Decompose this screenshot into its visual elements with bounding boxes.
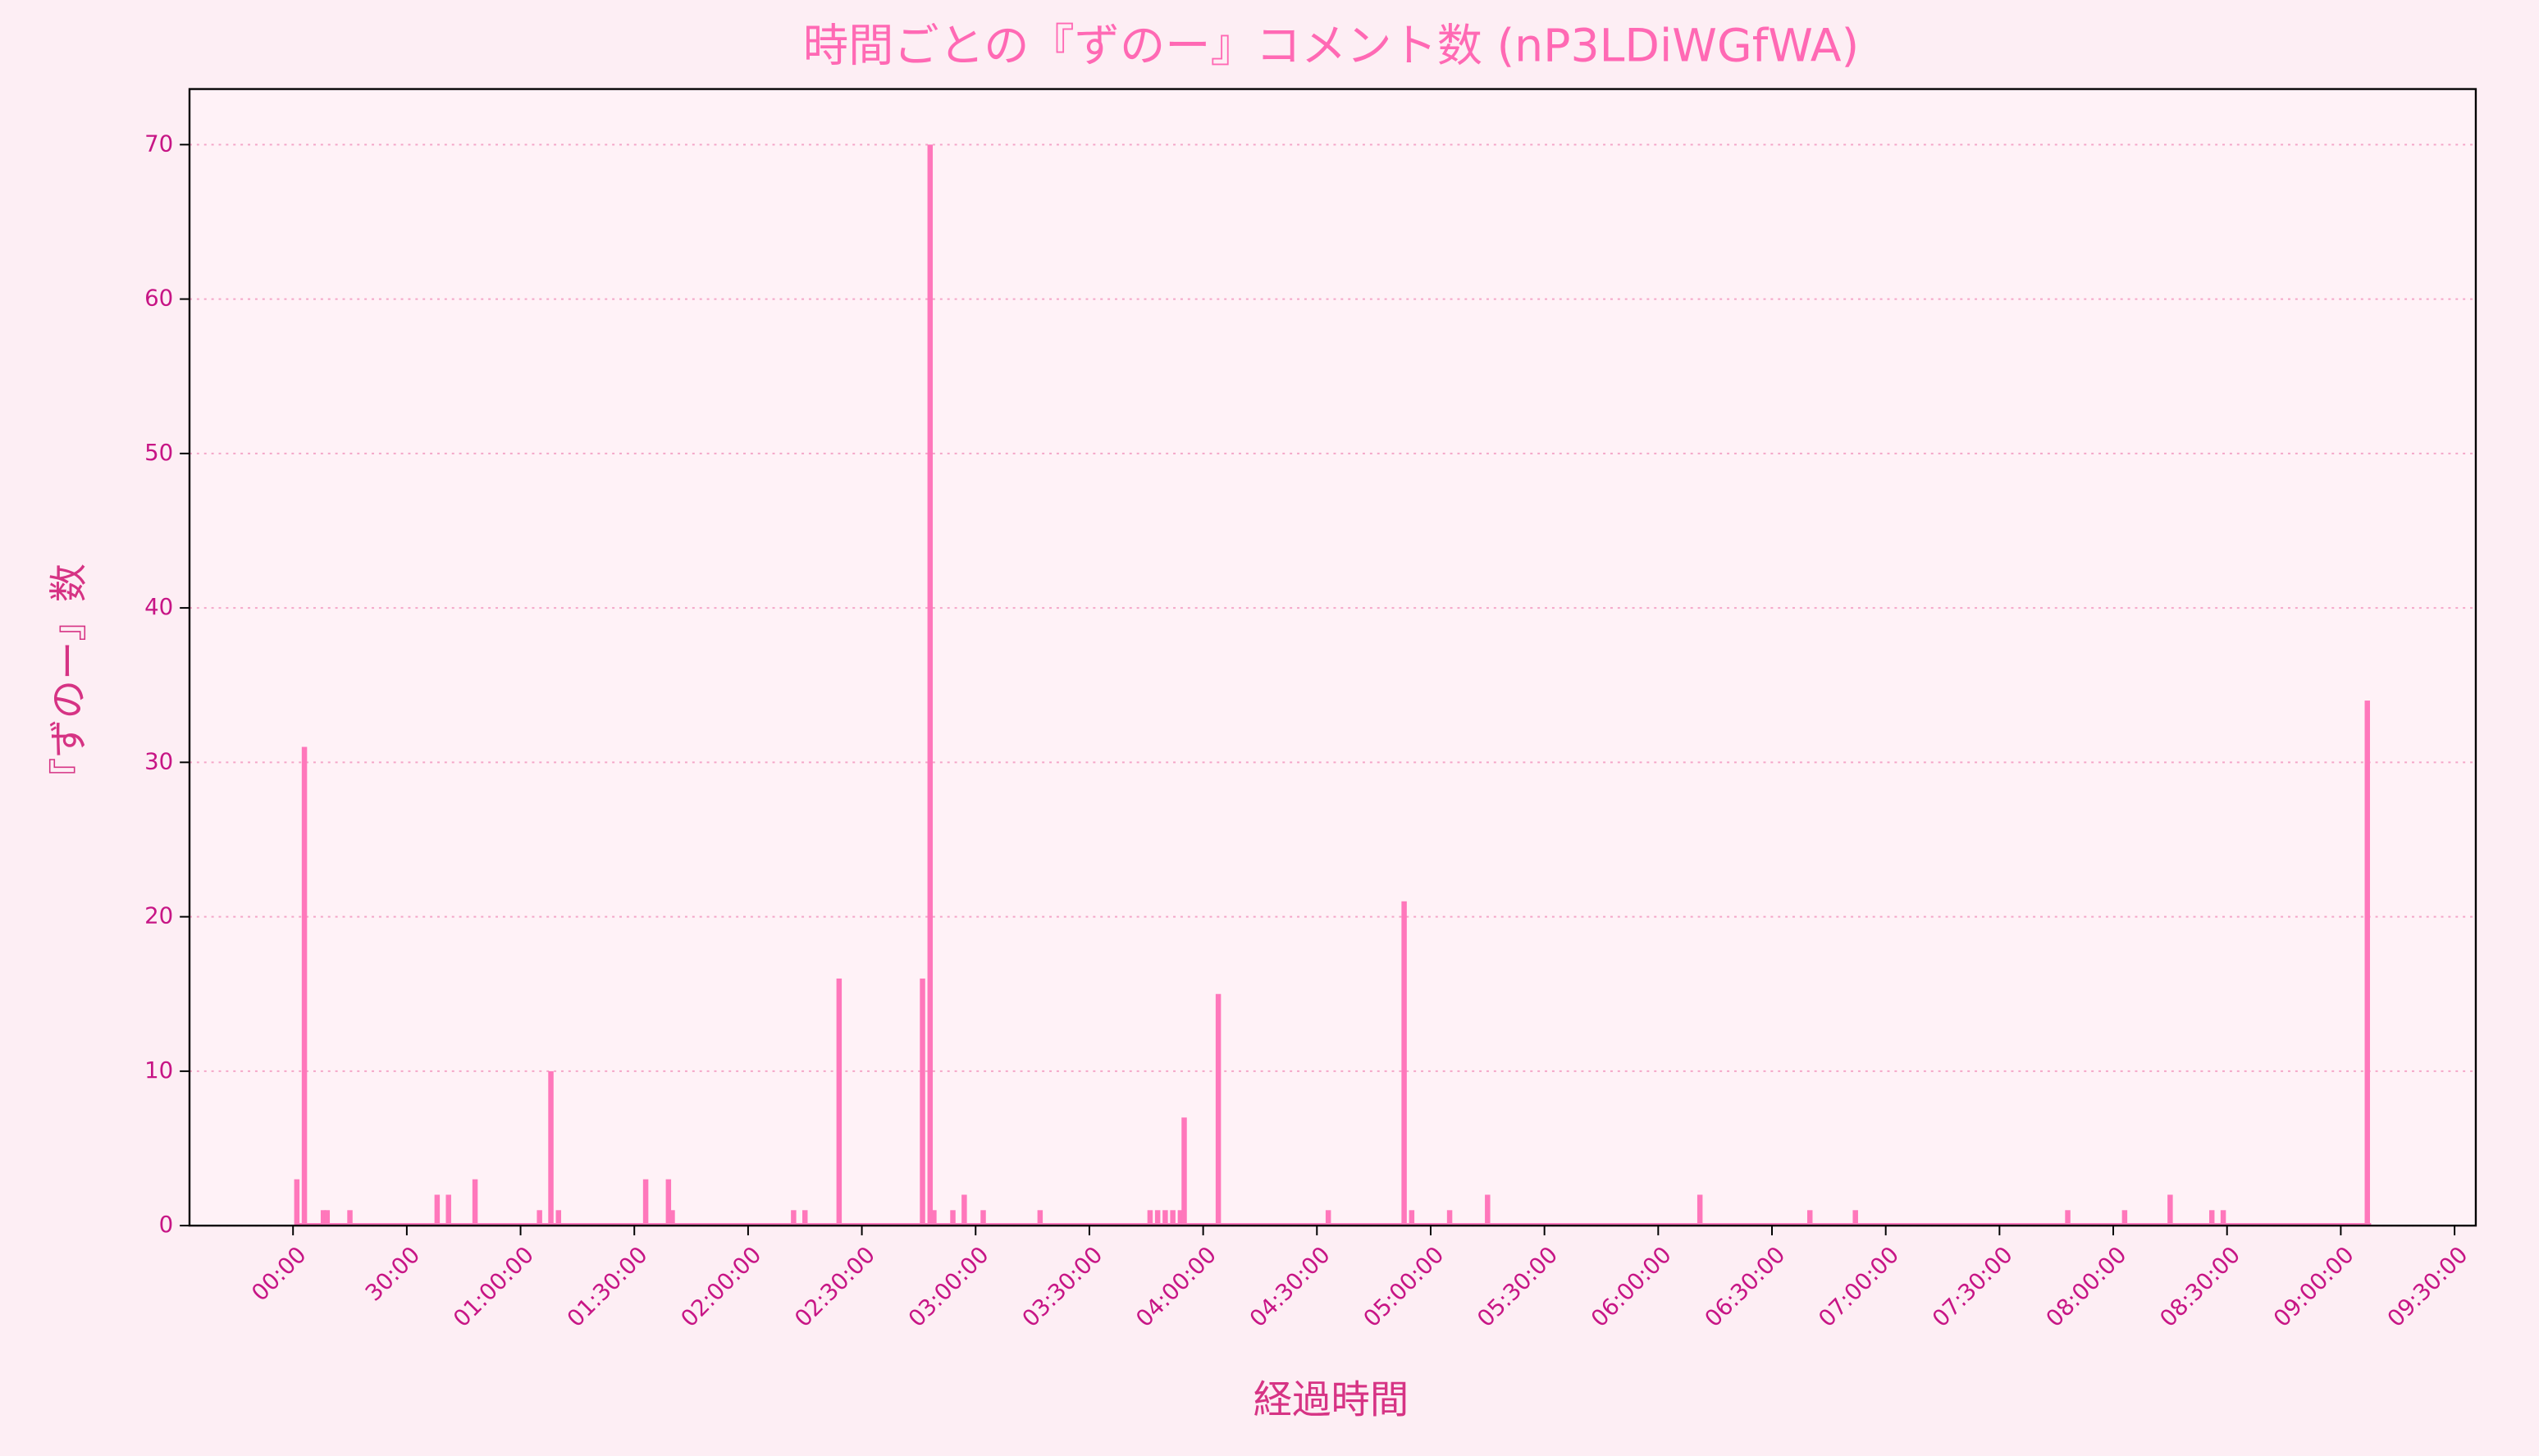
bar	[1154, 1210, 1161, 1226]
x-tick-label: 05:00:00	[1358, 1241, 1449, 1332]
bar	[1409, 1210, 1415, 1226]
bar	[434, 1194, 441, 1226]
bar	[1037, 1210, 1043, 1226]
bar	[1401, 901, 1407, 1226]
plot-area	[190, 89, 2476, 1226]
bar	[1852, 1210, 1858, 1226]
bar	[2065, 1210, 2071, 1226]
x-axis-label: 経過時間	[1254, 1377, 1409, 1422]
x-tick-label: 00:00	[246, 1241, 312, 1307]
x-tick-label: 09:30:00	[2381, 1241, 2473, 1332]
x-tick-label: 09:00:00	[2268, 1241, 2359, 1332]
y-tick-label: 40	[144, 593, 173, 620]
bar	[2208, 1210, 2215, 1226]
x-tick-label: 06:30:00	[1699, 1241, 1790, 1332]
bar	[472, 1179, 478, 1226]
x-tick-label: 08:00:00	[2040, 1241, 2131, 1332]
x-tick-label: 01:00:00	[448, 1241, 539, 1332]
bar	[791, 1210, 797, 1226]
x-tick-label: 04:00:00	[1130, 1241, 1222, 1332]
bar	[320, 1210, 327, 1226]
chart-title: 時間ごとの『ずのー』コメント数 (nP3LDiWGfWA)	[803, 20, 1859, 72]
bar	[2220, 1210, 2226, 1226]
y-tick-label: 20	[144, 902, 173, 929]
bar	[1181, 1117, 1187, 1226]
bar	[920, 978, 925, 1226]
bar	[2167, 1194, 2173, 1226]
bar	[324, 1210, 331, 1226]
bar	[1696, 1194, 1703, 1226]
y-tick-label: 30	[144, 747, 173, 774]
bar	[301, 746, 308, 1226]
bar	[931, 1210, 937, 1226]
y-axis-label: 『ずのー』数	[47, 564, 92, 796]
plot-frame	[188, 88, 2477, 1227]
x-tick-label: 02:30:00	[789, 1241, 880, 1332]
x-tick-label: 05:30:00	[1472, 1241, 1563, 1332]
x-tick-label: 08:30:00	[2154, 1241, 2245, 1332]
bar	[802, 1210, 808, 1226]
x-tick-label: 04:30:00	[1244, 1241, 1336, 1332]
y-tick-label: 10	[144, 1057, 173, 1084]
bar	[950, 1210, 956, 1226]
bar	[2121, 1210, 2128, 1226]
bar	[347, 1210, 353, 1226]
y-tick-label: 0	[159, 1211, 174, 1238]
y-tick-label: 70	[144, 130, 173, 157]
x-tick-label: 06:00:00	[1586, 1241, 1677, 1332]
bar	[555, 1210, 562, 1226]
bar	[1485, 1194, 1491, 1226]
bar	[1170, 1210, 1176, 1226]
x-tick-label: 01:30:00	[562, 1241, 653, 1332]
y-tick-label: 50	[144, 439, 173, 466]
bar	[665, 1179, 672, 1226]
x-tick-label: 07:30:00	[1927, 1241, 2018, 1332]
x-tick-label: 07:00:00	[1813, 1241, 1904, 1332]
bar	[927, 144, 934, 1226]
bar	[980, 1210, 986, 1226]
x-tick-label: 02:00:00	[675, 1241, 766, 1332]
bar	[294, 1179, 300, 1226]
bar	[1325, 1210, 1331, 1226]
bar	[2364, 701, 2370, 1226]
bar	[1215, 993, 1222, 1226]
x-tick-label: 30:00	[360, 1241, 426, 1307]
bar	[1162, 1210, 1168, 1226]
bar	[548, 1070, 554, 1226]
x-tick-label: 03:00:00	[903, 1241, 994, 1332]
bar	[1147, 1210, 1153, 1226]
x-tick-label: 03:30:00	[1016, 1241, 1107, 1332]
bar	[1177, 1210, 1184, 1226]
bar	[1446, 1210, 1453, 1226]
bar	[642, 1179, 649, 1226]
bar	[445, 1194, 451, 1226]
bar	[1806, 1210, 1813, 1226]
bar	[669, 1210, 675, 1226]
y-tick-label: 60	[144, 285, 173, 312]
bar	[836, 978, 843, 1226]
bar	[961, 1194, 967, 1226]
bar	[537, 1210, 542, 1226]
